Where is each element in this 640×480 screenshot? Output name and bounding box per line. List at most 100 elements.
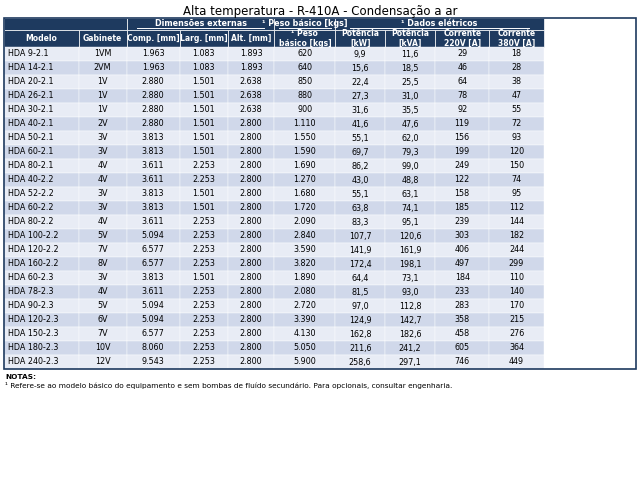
- Text: HDA 30-2.1: HDA 30-2.1: [8, 106, 53, 115]
- Bar: [335, 18, 544, 30]
- Text: 900: 900: [297, 106, 312, 115]
- Bar: [228, 131, 275, 145]
- Bar: [385, 61, 435, 75]
- Bar: [180, 173, 228, 187]
- Bar: [127, 243, 180, 257]
- Bar: [490, 131, 544, 145]
- Text: 2.253: 2.253: [192, 358, 215, 367]
- Bar: [435, 75, 490, 89]
- Bar: [79, 271, 127, 285]
- Bar: [335, 313, 385, 327]
- Bar: [180, 355, 228, 369]
- Text: 746: 746: [454, 358, 470, 367]
- Text: 182,6: 182,6: [399, 329, 421, 338]
- Bar: [180, 117, 228, 131]
- Text: 241,2: 241,2: [399, 344, 421, 352]
- Bar: [490, 30, 544, 47]
- Bar: [435, 47, 490, 61]
- Bar: [4, 47, 79, 61]
- Text: 239: 239: [454, 217, 470, 227]
- Bar: [127, 229, 180, 243]
- Bar: [127, 145, 180, 159]
- Text: HDA 120-2.2: HDA 120-2.2: [8, 245, 59, 254]
- Text: 120,6: 120,6: [399, 231, 421, 240]
- Text: 5.094: 5.094: [142, 231, 164, 240]
- Bar: [335, 229, 385, 243]
- Bar: [275, 117, 335, 131]
- Bar: [4, 159, 79, 173]
- Bar: [228, 47, 275, 61]
- Text: HDA 78-2.3: HDA 78-2.3: [8, 288, 54, 297]
- Bar: [79, 187, 127, 201]
- Text: 364: 364: [509, 344, 524, 352]
- Text: 64,4: 64,4: [351, 274, 369, 283]
- Text: 2.800: 2.800: [240, 329, 262, 338]
- Bar: [490, 243, 544, 257]
- Text: 640: 640: [298, 63, 312, 72]
- Text: 5V: 5V: [97, 301, 108, 311]
- Text: 2.880: 2.880: [142, 120, 164, 129]
- Bar: [275, 187, 335, 201]
- Bar: [180, 30, 228, 47]
- Bar: [228, 341, 275, 355]
- Text: 2.253: 2.253: [192, 176, 215, 184]
- Bar: [385, 257, 435, 271]
- Bar: [79, 341, 127, 355]
- Bar: [180, 341, 228, 355]
- Bar: [4, 173, 79, 187]
- Text: 276: 276: [509, 329, 524, 338]
- Bar: [180, 201, 228, 215]
- Bar: [385, 201, 435, 215]
- Text: HDA 150-2.3: HDA 150-2.3: [8, 329, 58, 338]
- Bar: [228, 61, 275, 75]
- Text: 11,6: 11,6: [401, 49, 419, 59]
- Text: HDA 60-2.3: HDA 60-2.3: [8, 274, 53, 283]
- Text: 2.800: 2.800: [240, 147, 262, 156]
- Text: 1.501: 1.501: [193, 133, 215, 143]
- Bar: [79, 30, 127, 47]
- Bar: [4, 117, 79, 131]
- Bar: [180, 61, 228, 75]
- Bar: [490, 327, 544, 341]
- Bar: [127, 159, 180, 173]
- Text: 406: 406: [454, 245, 470, 254]
- Text: ¹ Peso básico [kgs]: ¹ Peso básico [kgs]: [262, 20, 348, 28]
- Bar: [385, 299, 435, 313]
- Bar: [127, 75, 180, 89]
- Bar: [228, 243, 275, 257]
- Text: 1V: 1V: [97, 77, 108, 86]
- Bar: [335, 327, 385, 341]
- Text: 249: 249: [454, 161, 470, 170]
- Text: 3.813: 3.813: [142, 274, 164, 283]
- Text: 198,1: 198,1: [399, 260, 421, 268]
- Bar: [79, 257, 127, 271]
- Text: 4.130: 4.130: [294, 329, 316, 338]
- Text: 156: 156: [454, 133, 470, 143]
- Bar: [127, 47, 180, 61]
- Text: 2.253: 2.253: [192, 301, 215, 311]
- Bar: [79, 327, 127, 341]
- Bar: [180, 47, 228, 61]
- Bar: [127, 173, 180, 187]
- Text: 73,1: 73,1: [401, 274, 419, 283]
- Bar: [228, 75, 275, 89]
- Bar: [180, 89, 228, 103]
- Text: 1.501: 1.501: [193, 120, 215, 129]
- Bar: [435, 117, 490, 131]
- Text: HDA 240-2.3: HDA 240-2.3: [8, 358, 58, 367]
- Text: 2.800: 2.800: [240, 274, 262, 283]
- Bar: [228, 257, 275, 271]
- Bar: [275, 131, 335, 145]
- Text: 122: 122: [454, 176, 470, 184]
- Text: 22,4: 22,4: [351, 77, 369, 86]
- Text: 93: 93: [511, 133, 522, 143]
- Bar: [435, 299, 490, 313]
- Bar: [127, 187, 180, 201]
- Bar: [275, 341, 335, 355]
- Bar: [79, 117, 127, 131]
- Text: 2.800: 2.800: [240, 231, 262, 240]
- Bar: [335, 103, 385, 117]
- Bar: [180, 271, 228, 285]
- Text: 497: 497: [454, 260, 470, 268]
- Text: 1.501: 1.501: [193, 106, 215, 115]
